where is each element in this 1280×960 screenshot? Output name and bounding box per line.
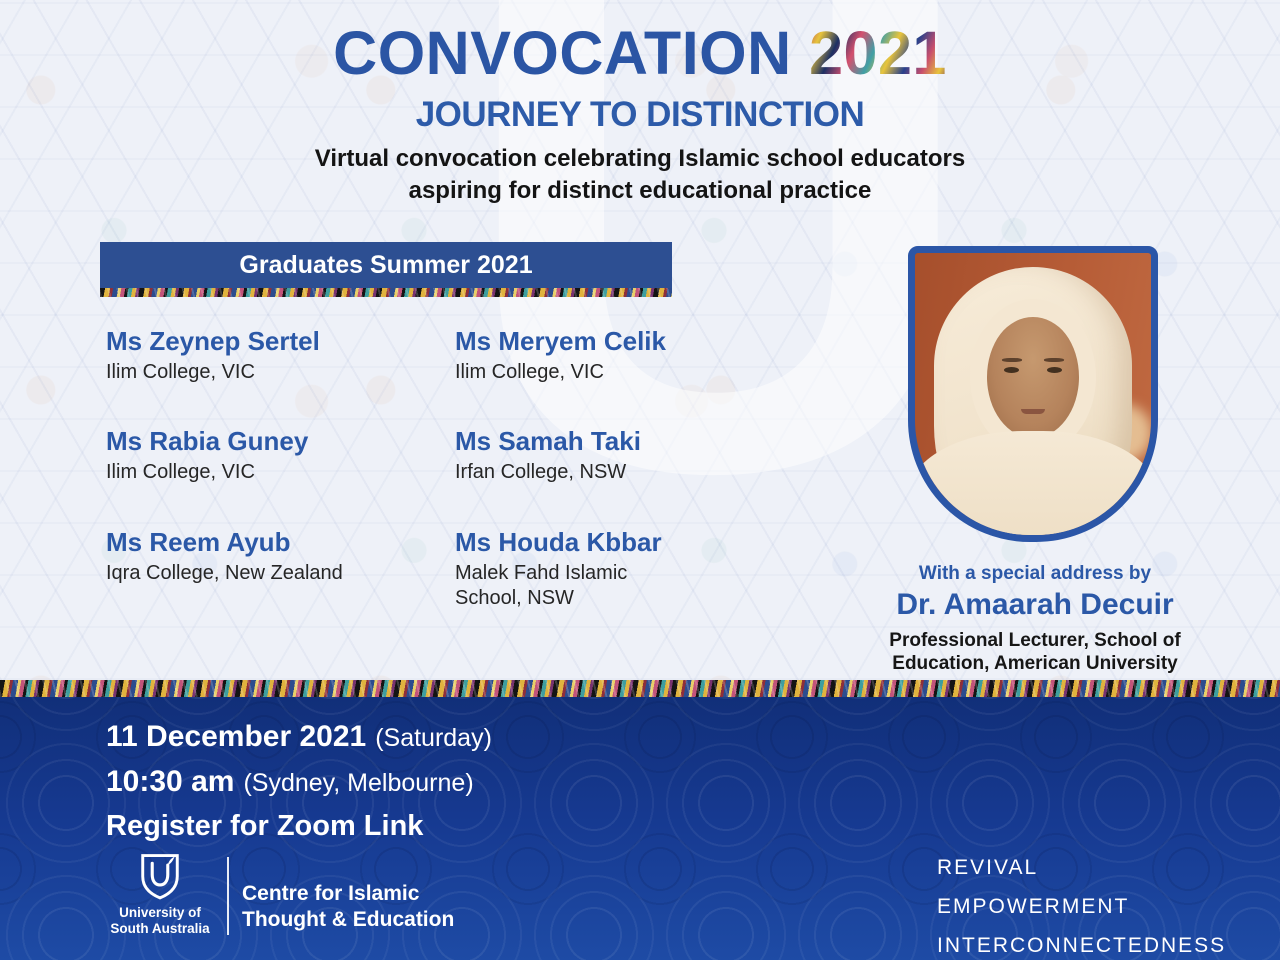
banner-mosaic-strip xyxy=(100,288,672,297)
divider-mosaic-strip xyxy=(0,680,1280,697)
graduate-name: Ms Houda Kbbar xyxy=(455,527,662,557)
graduates-list: Ms Zeynep Sertel Ilim College, VIC Ms Me… xyxy=(106,327,785,611)
graduate-school: Ilim College, VIC xyxy=(455,360,604,383)
title-year: 2021 xyxy=(809,19,947,87)
page-title: CONVOCATION 2021 xyxy=(0,18,1280,88)
speaker-intro: With a special address by xyxy=(918,563,1152,584)
speaker-name: Dr. Amaarah Decuir xyxy=(896,588,1174,621)
speaker-block: With a special address by Dr. Amaarah De… xyxy=(870,563,1200,675)
organisation-logos: University of South Australia Centre for… xyxy=(106,853,454,937)
graduate-item: Ms Rabia Guney Ilim College, VIC xyxy=(106,427,455,528)
unisa-shield-icon xyxy=(141,854,179,900)
graduate-name: Ms Zeynep Sertel xyxy=(106,326,320,356)
graduate-item: Ms Houda Kbbar Malek Fahd Islamic School… xyxy=(455,528,785,611)
unisa-logo-block: University of South Australia xyxy=(106,853,214,937)
graduate-name: Ms Rabia Guney xyxy=(106,426,309,456)
subtitle: JOURNEY TO DISTINCTION xyxy=(415,95,865,134)
graduate-item: Ms Samah Taki Irfan College, NSW xyxy=(455,427,785,528)
graduate-school: Irfan College, NSW xyxy=(455,460,627,483)
graduate-school: Malek Fahd Islamic School, NSW xyxy=(455,561,628,609)
value-item: EMPOWERMENT xyxy=(937,894,1130,918)
event-details: 11 December 2021 (Saturday) 10:30 am (Sydn… xyxy=(106,720,492,854)
event-time-line: 10:30 am (Sydney, Melbourne) xyxy=(106,765,492,799)
value-item: INTERCONNECTEDNESS xyxy=(937,933,1227,957)
graduate-name: Ms Meryem Celik xyxy=(455,326,666,356)
title-text: CONVOCATION xyxy=(333,19,792,87)
graduate-school: Ilim College, VIC xyxy=(106,360,255,383)
event-time: 10:30 am xyxy=(106,765,235,798)
register-zoom-link[interactable]: Register for Zoom Link xyxy=(106,810,424,842)
footer-section: 11 December 2021 (Saturday) 10:30 am (Sydn… xyxy=(0,697,1280,960)
graduate-item: Ms Meryem Celik Ilim College, VIC xyxy=(455,327,785,427)
graduate-name: Ms Samah Taki xyxy=(455,426,641,456)
value-item: REVIVAL xyxy=(937,856,1039,879)
centre-block: Centre for Islamic Thought & Education xyxy=(242,853,454,937)
graduate-school: Iqra College, New Zealand xyxy=(106,561,343,584)
university-name: University of South Australia xyxy=(110,904,210,936)
graduate-item: Ms Zeynep Sertel Ilim College, VIC xyxy=(106,327,455,427)
centre-name: Centre for Islamic Thought & Education xyxy=(242,881,455,931)
speaker-title: Professional Lecturer, School of Educati… xyxy=(889,630,1181,675)
values-list: REVIVAL EMPOWERMENT INTERCONNECTEDNESS xyxy=(937,849,1226,960)
event-date-note: (Saturday) xyxy=(375,724,492,752)
event-date-line: 11 December 2021 (Saturday) xyxy=(106,720,492,754)
graduates-banner: Graduates Summer 2021 xyxy=(100,242,672,288)
event-date: 11 December 2021 xyxy=(106,720,367,753)
speaker-photo xyxy=(908,246,1158,542)
graduate-school: Ilim College, VIC xyxy=(106,460,255,483)
logo-divider xyxy=(227,857,229,935)
event-time-note: (Sydney, Melbourne) xyxy=(243,769,474,797)
graduate-item: Ms Reem Ayub Iqra College, New Zealand xyxy=(106,528,455,611)
graduate-name: Ms Reem Ayub xyxy=(106,527,291,557)
event-description: Virtual convocation celebrating Islamic … xyxy=(314,145,966,204)
portrait-hijab-drape xyxy=(915,431,1151,535)
